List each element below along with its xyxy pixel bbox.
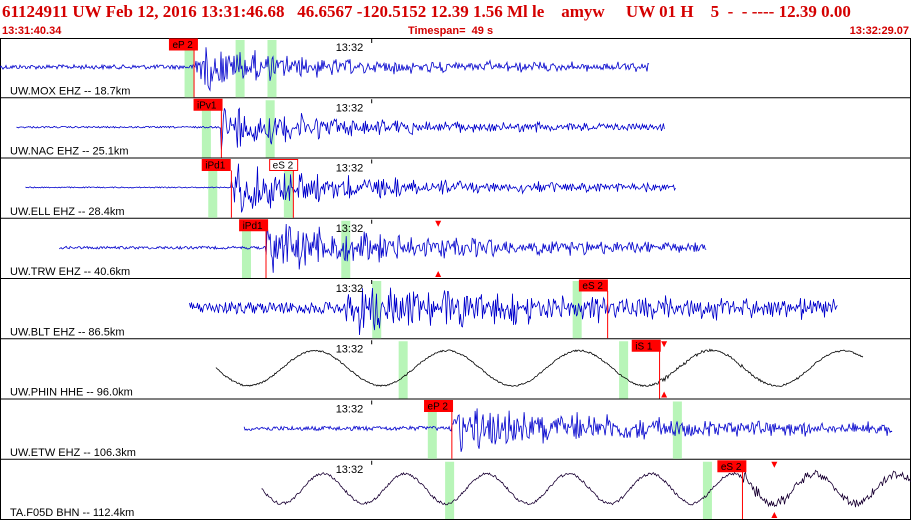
pick-label: iPv1 — [197, 100, 217, 111]
seismogram-panel[interactable]: eP 2 iPv1 iPd1 eS 2 iPd1 eS 2 iS 1 eP 2 eS 2 13:… — [0, 38, 911, 520]
timespan-label: Timespan= 49 s — [408, 25, 494, 37]
pick-window-band — [672, 401, 682, 459]
pick-flag[interactable] — [168, 38, 198, 51]
time-tick-label: 13:32 — [336, 464, 364, 476]
pick-flag[interactable] — [201, 159, 231, 171]
waveform-trace — [58, 223, 707, 273]
trace-labels: 13:32 UW.MOX EHZ -- 18.7km 13:32 UW.NAC EHZ… — [10, 39, 373, 519]
pick-label: eP 2 — [172, 40, 193, 51]
pick-window-band — [241, 220, 251, 278]
amplitude-marker-up — [771, 512, 778, 518]
trace-dividers — [0, 38, 911, 520]
pick-label: eS 2 — [273, 161, 294, 172]
event-summary-title: 61124911 UW Feb 12, 2016 13:31:46.68 46.… — [2, 2, 851, 21]
pick-window-band — [445, 461, 455, 519]
amplitude-marker-up — [435, 271, 442, 277]
pick-label: eS 2 — [582, 281, 603, 292]
waveform-traces — [0, 47, 911, 508]
waveform-trace — [215, 348, 864, 388]
pick-flag[interactable] — [239, 219, 269, 232]
time-tick-label: 13:32 — [336, 343, 364, 355]
pick-label: iS 1 — [635, 341, 653, 352]
pick-flag[interactable] — [269, 159, 299, 171]
pick-label: eS 2 — [721, 462, 742, 473]
amplitude-marker-down — [771, 461, 778, 468]
station-label: UW.ETW EHZ -- 106.3km — [10, 447, 136, 459]
pick-window-band — [572, 281, 582, 339]
phase-picks[interactable]: eP 2 iPv1 iPd1 eS 2 iPd1 eS 2 iS 1 eP 2 eS 2 — [168, 38, 778, 519]
time-tick-label: 13:32 — [336, 283, 364, 295]
time-tick-label: 13:32 — [336, 42, 364, 54]
station-label: UW.ELL EHZ -- 28.4km — [10, 206, 125, 218]
pick-window-band — [427, 401, 437, 459]
waveform-trace — [0, 47, 650, 92]
pick-window-band — [702, 461, 712, 519]
pick-flag[interactable] — [578, 279, 608, 292]
amplitude-marker-up — [661, 391, 668, 398]
pick-window-band — [619, 341, 629, 399]
time-tick-label: 13:32 — [336, 163, 364, 175]
pick-window-band — [208, 160, 218, 218]
station-label: TA.F05D BHN -- 112.4km — [10, 507, 134, 519]
pick-label: iPd1 — [243, 221, 263, 232]
pick-flag[interactable] — [631, 339, 661, 352]
pick-window-band — [235, 40, 245, 98]
station-label: UW.MOX EHZ -- 18.7km — [10, 85, 130, 97]
pick-window-band — [398, 341, 408, 399]
time-tick-label: 13:32 — [336, 102, 364, 114]
pick-flag[interactable] — [717, 460, 747, 473]
amplitude-marker-down — [435, 220, 442, 227]
station-label: UW.BLT EHZ -- 86.5km — [10, 326, 125, 338]
waveform-trace — [261, 469, 911, 508]
pick-label: eP 2 — [428, 402, 449, 413]
station-label: UW.NAC EHZ -- 25.1km — [10, 146, 129, 158]
station-label: UW.PHIN HHE -- 96.0km — [10, 387, 133, 399]
pick-windows — [184, 40, 712, 519]
pick-label: iPd1 — [205, 161, 225, 172]
waveform-trace — [243, 408, 893, 452]
start-time: 13:31:40.34 — [2, 25, 62, 37]
station-label: UW.TRW EHZ -- 40.6km — [10, 266, 130, 278]
pick-flag[interactable] — [193, 98, 223, 111]
waveform-trace — [189, 287, 838, 336]
end-time: 13:32:29.07 — [849, 25, 909, 37]
pick-window-band — [184, 40, 194, 98]
time-tick-label: 13:32 — [336, 223, 364, 235]
time-tick-label: 13:32 — [336, 404, 364, 416]
pick-window-band — [267, 40, 277, 98]
pick-window-band — [201, 100, 211, 158]
pick-flag[interactable] — [424, 400, 454, 412]
amplitude-marker-down — [661, 341, 668, 348]
waveform-trace — [25, 163, 676, 213]
waveform-trace — [16, 107, 665, 150]
